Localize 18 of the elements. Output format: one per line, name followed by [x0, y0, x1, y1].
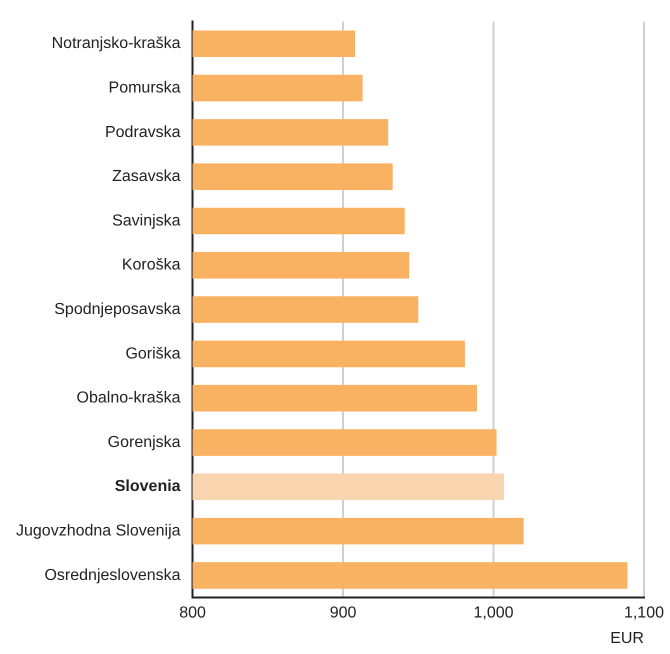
y-tick-label: Gorenjska: [108, 434, 181, 451]
x-tick-label: 800: [179, 604, 206, 622]
y-tick-label: Goriška: [125, 345, 181, 362]
y-tick-label: Obalno-kraška: [76, 390, 181, 407]
y-tick-label: Podravska: [104, 124, 181, 141]
y-tick-label: Zasavska: [112, 168, 181, 186]
y-tick-label: Osrednjeslovenska: [44, 566, 181, 584]
y-tick-label: Koroška: [122, 256, 181, 274]
x-axis-title: EUR: [610, 630, 644, 647]
y-tick-label: Notranjsko-kraška: [52, 35, 181, 52]
y-tick-label: Slovenia: [114, 478, 181, 496]
y-tick-label: Spodnjeposavska: [54, 301, 181, 318]
x-tick-label: 1,000: [473, 604, 514, 622]
y-tick-label: Savinjska: [112, 212, 181, 230]
x-tick-label: 900: [330, 604, 356, 622]
y-tick-label: Pomurska: [108, 79, 181, 96]
x-tick-label: 1,100: [624, 604, 664, 622]
y-tick-label: Jugovzhodna Slovenija: [16, 522, 181, 540]
